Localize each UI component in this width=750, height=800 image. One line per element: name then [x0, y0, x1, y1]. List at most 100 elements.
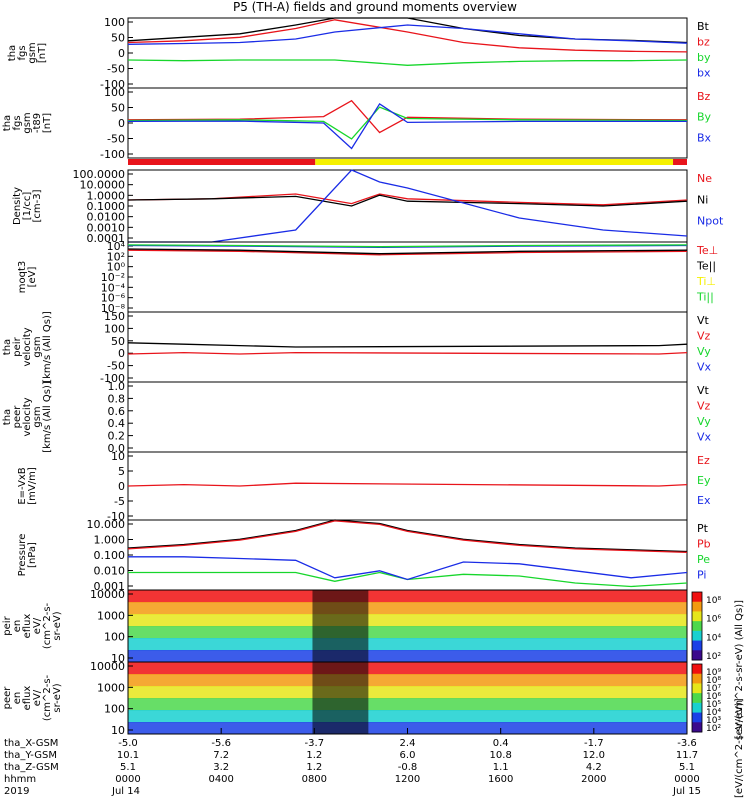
y-tick-label: 100 [104, 86, 125, 99]
y-axis-label: gsm [32, 406, 43, 427]
y-tick-label: 10⁻⁸ [101, 302, 126, 315]
x-axis-row-label: 2019 [4, 786, 29, 797]
series-line-Te|| [127, 248, 688, 255]
panel-frame-0 [127, 17, 688, 89]
spectrogram-gap [312, 662, 369, 734]
x-axis-value: 7.2 [213, 750, 229, 761]
series-line-by [127, 59, 688, 66]
colorbar-segment [692, 712, 702, 723]
legend-entry: Bt [697, 20, 710, 33]
y-tick-label: 10.000 [87, 518, 126, 531]
y-tick-label: 100.0000 [73, 168, 126, 181]
x-axis-value: -5.6 [211, 738, 231, 749]
y-tick-label: 10.0000 [80, 179, 126, 192]
y-axis-label: Pressure [17, 534, 28, 577]
series-line-bx [127, 24, 688, 45]
y-tick-label: 0.0 [108, 442, 126, 455]
y-axis-label: (cm^2-s- [42, 674, 53, 721]
x-axis-value: Jul 14 [111, 786, 140, 797]
y-axis-label: [mV/m] [27, 467, 38, 505]
series-line-Npot [128, 169, 688, 243]
x-axis-value: 0400 [208, 774, 233, 785]
y-tick-label: 100 [104, 703, 125, 716]
y-tick-label: 10⁰ [107, 261, 126, 274]
legend-entry: Pi [697, 569, 706, 582]
series-line-Pi [128, 556, 688, 581]
y-tick-label: 0.1000 [87, 200, 126, 213]
legend-entry: Ex [697, 494, 711, 507]
legend-entry: Ey [697, 474, 711, 487]
y-tick-label: 1000 [97, 681, 125, 694]
y-tick-label: -10 [107, 510, 125, 523]
spectrogram-band [128, 602, 687, 615]
y-tick-label: 0.0010 [87, 221, 126, 234]
y-tick-label: 0.010 [94, 565, 126, 578]
colorbar-tick-label: 10⁴ [706, 708, 721, 718]
x-axis-value: 5.1 [120, 762, 136, 773]
colorbar-segment [692, 640, 702, 651]
y-tick-label: 0 [118, 117, 125, 130]
spectrogram-band [128, 650, 687, 663]
colorbar-tick-label: 10⁵ [706, 700, 721, 710]
colorbar-segment [692, 702, 702, 714]
spectrogram-band [128, 698, 687, 711]
x-axis-value: 2000 [581, 774, 606, 785]
legend-entry: By [697, 111, 712, 124]
y-tick-label: 50 [111, 102, 125, 115]
y-axis-label: eflux [22, 614, 33, 639]
y-axis-label: -t89 [32, 113, 43, 133]
y-axis-label: gsm [32, 336, 43, 357]
legend-entry: Bz [697, 90, 711, 103]
series-line-Bx [127, 102, 687, 150]
x-axis-row-label: tha_Y-GSM [4, 750, 57, 761]
x-axis-value: 0.4 [493, 738, 509, 749]
y-axis-label: peir [2, 615, 13, 635]
x-axis-value: 10.8 [490, 750, 512, 761]
y-axis-label: peer [12, 405, 23, 429]
spectrogram-band [128, 626, 687, 639]
y-tick-label: 0.0001 [87, 232, 126, 245]
x-axis-value: -1.7 [584, 738, 604, 749]
x-axis-value: 1.1 [493, 762, 509, 773]
x-axis-value: 1.2 [306, 762, 322, 773]
legend-entry: Ez [697, 454, 710, 467]
y-tick-label: 10⁻⁴ [101, 281, 126, 294]
colorbar-tick-label: 10⁴ [706, 633, 721, 643]
colorbar-segment [692, 650, 702, 661]
spectrogram-band [128, 710, 687, 723]
x-axis-value: Jul 15 [672, 786, 701, 797]
y-tick-label: -50 [107, 360, 125, 373]
y-axis-label: fgs [12, 115, 23, 130]
y-axis-label: en [12, 692, 23, 705]
y-axis-label: peer [2, 686, 13, 710]
colorbar-tick-label: 10⁸ [706, 676, 721, 686]
y-axis-label: eflux [22, 686, 33, 711]
y-axis-label: [nPa] [27, 542, 38, 568]
y-tick-label: 50 [111, 32, 125, 45]
x-axis-value: -5.0 [118, 738, 138, 749]
spectrogram-band [128, 638, 687, 651]
x-axis-value: 3.2 [213, 762, 229, 773]
x-axis-value: 1.2 [306, 750, 322, 761]
y-axis-label: fgs [17, 45, 28, 60]
x-axis-value: 0000 [115, 774, 140, 785]
mode-bar-segment-1 [315, 159, 674, 165]
spectrogram-gap [312, 590, 369, 662]
y-axis-label: tha [0, 690, 3, 706]
y-axis-label: eV/ [32, 689, 43, 706]
y-axis-label: gsm [22, 112, 33, 133]
y-tick-label: 10² [107, 250, 125, 263]
spectrogram-band [128, 662, 687, 675]
colorbar-unit-label: [eV/(cm^2-s-sr-eV)] [734, 698, 745, 798]
colorbar-tick-label: 10² [706, 724, 721, 734]
series-line-Ti|| [127, 244, 688, 248]
x-axis-row-label: tha_Z-GSM [4, 762, 59, 773]
y-tick-label: 10000 [90, 660, 125, 673]
colorbar-segment [692, 673, 702, 684]
x-axis-value: 5.1 [679, 762, 695, 773]
y-axis-label: gsm [27, 42, 38, 63]
x-axis-value: 0800 [302, 774, 327, 785]
y-axis-label: peir [12, 336, 23, 356]
x-axis-value: 10.1 [117, 750, 139, 761]
y-axis-label: eV/ [32, 617, 43, 634]
